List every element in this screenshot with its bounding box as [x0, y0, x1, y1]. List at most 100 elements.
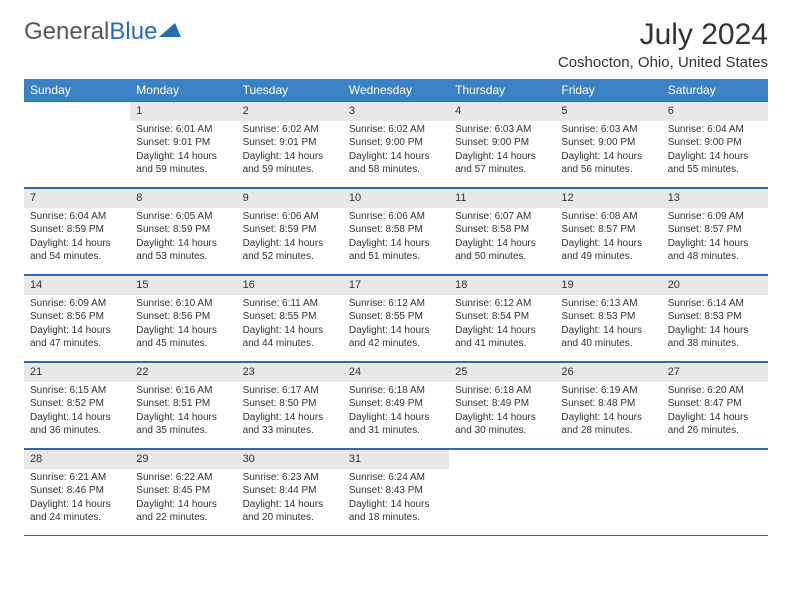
location-text: Coshocton, Ohio, United States: [558, 54, 768, 71]
sunset-text: Sunset: 8:52 PM: [30, 397, 124, 411]
daylight-text: Daylight: 14 hours and 20 minutes.: [243, 498, 337, 525]
sunrise-text: Sunrise: 6:02 AM: [349, 123, 443, 137]
day-cell: 4Sunrise: 6:03 AMSunset: 9:00 PMDaylight…: [449, 101, 555, 187]
sunset-text: Sunset: 8:55 PM: [243, 310, 337, 324]
day-content: Sunrise: 6:23 AMSunset: 8:44 PMDaylight:…: [237, 469, 343, 527]
sunrise-text: Sunrise: 6:10 AM: [136, 297, 230, 311]
day-cell: 12Sunrise: 6:08 AMSunset: 8:57 PMDayligh…: [555, 188, 661, 274]
weeks-container: 1Sunrise: 6:01 AMSunset: 9:01 PMDaylight…: [24, 101, 768, 536]
daylight-text: Daylight: 14 hours and 28 minutes.: [561, 411, 655, 438]
sunset-text: Sunset: 8:51 PM: [136, 397, 230, 411]
day-cell: 21Sunrise: 6:15 AMSunset: 8:52 PMDayligh…: [24, 362, 130, 448]
day-number: 5: [555, 101, 661, 121]
weekday-saturday: Saturday: [662, 79, 768, 101]
daylight-text: Daylight: 14 hours and 48 minutes.: [668, 237, 762, 264]
day-cell: 25Sunrise: 6:18 AMSunset: 8:49 PMDayligh…: [449, 362, 555, 448]
day-number: 2: [237, 101, 343, 121]
day-number: 15: [130, 275, 236, 295]
sunrise-text: Sunrise: 6:20 AM: [668, 384, 762, 398]
day-cell: 14 Sunrise: 6:09 AMSunset: 8:56 PMDayligh…: [24, 275, 130, 361]
sunrise-text: Sunrise: 6:04 AM: [668, 123, 762, 137]
daylight-text: Daylight: 14 hours and 47 minutes.: [30, 324, 124, 351]
week-row: 21Sunrise: 6:15 AMSunset: 8:52 PMDayligh…: [24, 362, 768, 449]
daylight-text: Daylight: 14 hours and 40 minutes.: [561, 324, 655, 351]
day-number: 3: [343, 101, 449, 121]
daylight-text: Daylight: 14 hours and 36 minutes.: [30, 411, 124, 438]
day-cell: 3Sunrise: 6:02 AMSunset: 9:00 PMDaylight…: [343, 101, 449, 187]
day-cell: 6Sunrise: 6:04 AMSunset: 9:00 PMDaylight…: [662, 101, 768, 187]
day-cell: 31 Sunrise: 6:24 AMSunset: 8:43 PMDayligh…: [343, 449, 449, 535]
day-cell: 29Sunrise: 6:22 AMSunset: 8:45 PMDayligh…: [130, 449, 236, 535]
day-cell: [449, 449, 555, 535]
day-cell: 17Sunrise: 6:12 AMSunset: 8:55 PMDayligh…: [343, 275, 449, 361]
day-content: Sunrise: 6:20 AMSunset: 8:47 PMDaylight:…: [662, 382, 768, 440]
day-content: Sunrise: 6:10 AMSunset: 8:56 PMDaylight:…: [130, 295, 236, 353]
weekday-header-row: Sunday Monday Tuesday Wednesday Thursday…: [24, 79, 768, 101]
day-content: Sunrise: 6:02 AMSunset: 9:01 PMDaylight:…: [237, 121, 343, 179]
day-number: 25: [449, 362, 555, 382]
daylight-text: Daylight: 14 hours and 24 minutes.: [30, 498, 124, 525]
sunset-text: Sunset: 8:47 PM: [668, 397, 762, 411]
sunset-text: Sunset: 9:00 PM: [455, 136, 549, 150]
sunrise-text: Sunrise: 6:19 AM: [561, 384, 655, 398]
day-content: Sunrise: 6:04 AMSunset: 9:00 PMDaylight:…: [662, 121, 768, 179]
day-content: Sunrise: 6:13 AMSunset: 8:53 PMDaylight:…: [555, 295, 661, 353]
sunrise-text: Sunrise: 6:09 AM: [30, 297, 124, 311]
day-number: 30: [237, 449, 343, 469]
sunrise-text: Sunrise: 6:03 AM: [455, 123, 549, 137]
sunset-text: Sunset: 8:54 PM: [455, 310, 549, 324]
weekday-friday: Friday: [555, 79, 661, 101]
sunset-text: Sunset: 8:56 PM: [30, 310, 124, 324]
sunset-text: Sunset: 8:44 PM: [243, 484, 337, 498]
sunrise-text: Sunrise: 6:03 AM: [561, 123, 655, 137]
day-number: 14: [24, 275, 130, 295]
day-cell: 1Sunrise: 6:01 AMSunset: 9:01 PMDaylight…: [130, 101, 236, 187]
day-cell: 11Sunrise: 6:07 AMSunset: 8:58 PMDayligh…: [449, 188, 555, 274]
sunrise-text: Sunrise: 6:12 AM: [455, 297, 549, 311]
day-cell: 18 Sunrise: 6:12 AMSunset: 8:54 PMDayligh…: [449, 275, 555, 361]
sunrise-text: Sunrise: 6:22 AM: [136, 471, 230, 485]
weekday-wednesday: Wednesday: [343, 79, 449, 101]
day-number: 31: [343, 449, 449, 469]
sunrise-text: Sunrise: 6:17 AM: [243, 384, 337, 398]
day-cell: 19Sunrise: 6:13 AMSunset: 8:53 PMDayligh…: [555, 275, 661, 361]
sunset-text: Sunset: 9:00 PM: [349, 136, 443, 150]
day-cell: 15Sunrise: 6:10 AMSunset: 8:56 PMDayligh…: [130, 275, 236, 361]
day-content: Sunrise: 6:07 AMSunset: 8:58 PMDaylight:…: [449, 208, 555, 266]
day-number: 28: [24, 449, 130, 469]
day-number: 1: [130, 101, 236, 121]
day-content: Sunrise: 6:02 AMSunset: 9:00 PMDaylight:…: [343, 121, 449, 179]
sunset-text: Sunset: 8:50 PM: [243, 397, 337, 411]
day-cell: [662, 449, 768, 535]
daylight-text: Daylight: 14 hours and 31 minutes.: [349, 411, 443, 438]
day-cell: 13Sunrise: 6:09 AMSunset: 8:57 PMDayligh…: [662, 188, 768, 274]
daylight-text: Daylight: 14 hours and 18 minutes.: [349, 498, 443, 525]
day-number: 9: [237, 188, 343, 208]
sunset-text: Sunset: 8:59 PM: [243, 223, 337, 237]
day-content: Sunrise: 6:19 AMSunset: 8:48 PMDaylight:…: [555, 382, 661, 440]
daylight-text: Daylight: 14 hours and 52 minutes.: [243, 237, 337, 264]
sunrise-text: Sunrise: 6:21 AM: [30, 471, 124, 485]
sunset-text: Sunset: 8:53 PM: [668, 310, 762, 324]
daylight-text: Daylight: 14 hours and 44 minutes.: [243, 324, 337, 351]
sunrise-text: Sunrise: 6:16 AM: [136, 384, 230, 398]
sunset-text: Sunset: 8:59 PM: [136, 223, 230, 237]
sunset-text: Sunset: 8:43 PM: [349, 484, 443, 498]
daylight-text: Daylight: 14 hours and 35 minutes.: [136, 411, 230, 438]
sunrise-text: Sunrise: 6:24 AM: [349, 471, 443, 485]
day-number: 27: [662, 362, 768, 382]
day-cell: 22Sunrise: 6:16 AMSunset: 8:51 PMDayligh…: [130, 362, 236, 448]
day-content: Sunrise: 6:18 AMSunset: 8:49 PMDaylight:…: [343, 382, 449, 440]
sunrise-text: Sunrise: 6:06 AM: [349, 210, 443, 224]
day-number: 18: [449, 275, 555, 295]
logo: GeneralBlue: [24, 18, 181, 46]
sunset-text: Sunset: 9:00 PM: [561, 136, 655, 150]
day-content: Sunrise: 6:14 AMSunset: 8:53 PMDaylight:…: [662, 295, 768, 353]
day-cell: [555, 449, 661, 535]
day-cell: 10Sunrise: 6:06 AMSunset: 8:58 PMDayligh…: [343, 188, 449, 274]
daylight-text: Daylight: 14 hours and 41 minutes.: [455, 324, 549, 351]
daylight-text: Daylight: 14 hours and 22 minutes.: [136, 498, 230, 525]
day-cell: 5Sunrise: 6:03 AMSunset: 9:00 PMDaylight…: [555, 101, 661, 187]
sunset-text: Sunset: 8:56 PM: [136, 310, 230, 324]
day-number: 20: [662, 275, 768, 295]
